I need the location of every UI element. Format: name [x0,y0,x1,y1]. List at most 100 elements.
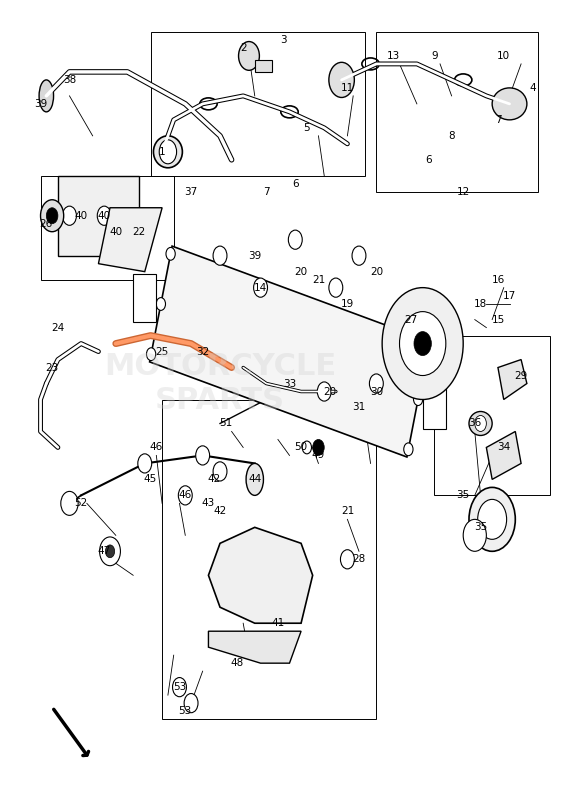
Circle shape [166,248,175,260]
Text: 18: 18 [474,299,487,308]
Text: 43: 43 [202,499,215,508]
Circle shape [239,42,259,70]
Bar [133,274,156,322]
Text: 6: 6 [292,179,299,189]
Text: 33: 33 [283,379,296,388]
Bar [58,176,139,256]
Circle shape [105,545,115,558]
Circle shape [100,537,120,566]
Ellipse shape [492,88,527,120]
Text: 42: 42 [214,507,226,516]
Text: 28: 28 [353,555,365,564]
Text: 6: 6 [425,155,432,165]
Text: 2: 2 [240,43,247,53]
Text: 34: 34 [497,443,510,452]
Text: 5: 5 [303,123,310,133]
Text: 9: 9 [431,51,438,61]
Text: 48: 48 [231,658,244,668]
Circle shape [475,415,486,431]
Circle shape [184,694,198,713]
Polygon shape [149,246,430,457]
Text: 7: 7 [494,115,501,125]
Circle shape [61,491,78,515]
Circle shape [63,206,76,225]
Text: 11: 11 [341,83,354,93]
Text: 12: 12 [457,187,470,197]
Text: 19: 19 [341,299,354,308]
Text: 20: 20 [324,387,336,396]
Circle shape [413,393,423,406]
Circle shape [146,348,156,360]
Text: 23: 23 [46,363,58,372]
Circle shape [254,278,267,297]
Text: 17: 17 [503,291,516,300]
Text: 15: 15 [492,315,504,324]
Bar [423,381,446,429]
Text: 20: 20 [370,267,383,276]
Circle shape [329,62,354,97]
Text: 32: 32 [196,347,209,356]
Text: 4: 4 [529,83,536,93]
Text: 16: 16 [492,275,504,284]
Text: 40: 40 [109,227,122,237]
Text: 20: 20 [295,267,307,276]
Text: 47: 47 [98,547,111,556]
Text: 25: 25 [156,347,168,356]
Circle shape [196,446,210,465]
Circle shape [156,297,166,310]
Circle shape [46,208,58,224]
Text: 29: 29 [515,371,527,380]
Text: 14: 14 [254,283,267,292]
Circle shape [97,206,111,225]
Circle shape [173,678,186,697]
Text: 44: 44 [248,475,261,484]
Polygon shape [98,208,162,272]
Circle shape [213,246,227,265]
Circle shape [213,462,227,481]
Ellipse shape [153,136,182,168]
Text: 49: 49 [312,451,325,460]
Text: 39: 39 [34,99,47,109]
Text: MOTORCYCLE
SPARTS: MOTORCYCLE SPARTS [104,352,336,415]
Text: 21: 21 [312,275,325,284]
Text: 38: 38 [63,75,76,85]
Circle shape [414,332,431,356]
Circle shape [404,443,413,455]
Text: 37: 37 [185,187,197,197]
Ellipse shape [469,411,492,435]
Circle shape [423,343,433,356]
Circle shape [288,230,302,249]
Text: 8: 8 [448,131,455,141]
Text: 1: 1 [159,147,166,157]
Text: 41: 41 [272,618,284,628]
Circle shape [400,312,446,376]
Text: 51: 51 [219,419,232,428]
Polygon shape [498,360,527,400]
Circle shape [159,140,177,164]
Text: 27: 27 [405,315,417,324]
Text: 35: 35 [457,491,470,500]
Circle shape [478,499,507,539]
Circle shape [138,454,152,473]
Circle shape [178,486,192,505]
Circle shape [115,230,129,249]
Text: 53: 53 [173,682,186,692]
Circle shape [463,519,486,551]
Text: 24: 24 [52,323,64,332]
Polygon shape [486,431,521,479]
Circle shape [469,487,515,551]
Text: 10: 10 [497,51,510,61]
Ellipse shape [39,80,53,112]
Circle shape [313,439,324,455]
Text: 46: 46 [179,491,192,500]
Text: 45: 45 [144,475,157,484]
Circle shape [369,374,383,393]
Circle shape [317,382,331,401]
Text: 42: 42 [208,475,221,484]
Circle shape [352,246,366,265]
Text: 36: 36 [468,419,481,428]
Polygon shape [208,527,313,623]
Text: 35: 35 [474,523,487,532]
Text: 26: 26 [40,219,53,229]
Circle shape [302,441,312,454]
